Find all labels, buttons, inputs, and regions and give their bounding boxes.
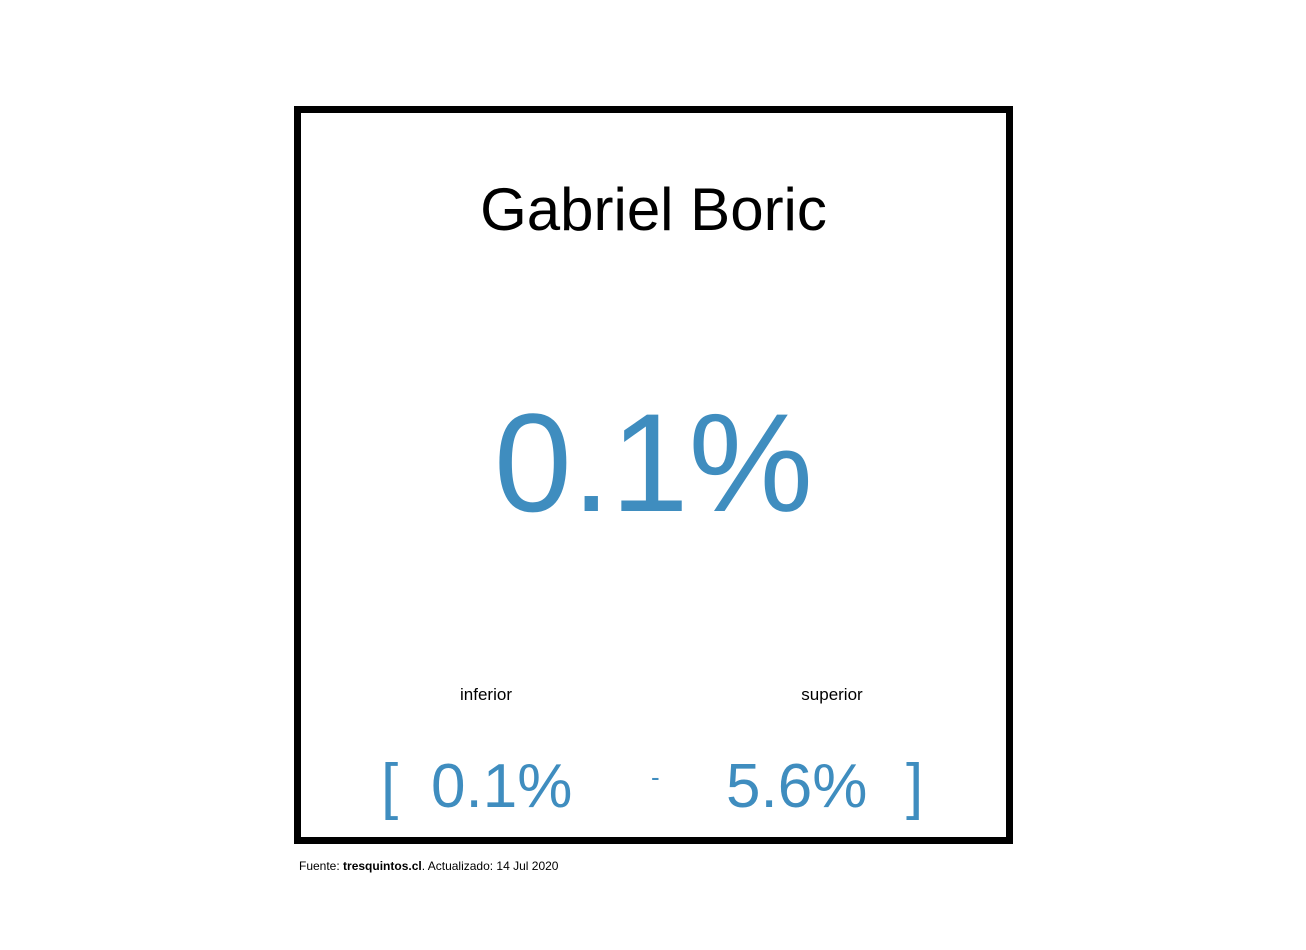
upper-bound-value: 5.6% [726, 752, 868, 821]
range-separator: - [651, 762, 660, 792]
upper-bound-label: superior [801, 685, 863, 704]
updated-text: . Actualizado: 14 Jul 2020 [421, 859, 559, 873]
lower-bound-value: 0.1% [431, 752, 573, 821]
source-name: tresquintos.cl [343, 859, 422, 873]
main-estimate-value: 0.1% [493, 384, 814, 541]
candidate-name: Gabriel Boric [480, 176, 827, 243]
estimate-card: Gabriel Boric 0.1% inferior superior [ 0… [294, 106, 1013, 844]
range-close-bracket: ] [906, 752, 924, 821]
source-prefix: Fuente: [299, 859, 344, 873]
range-open-bracket: [ [381, 752, 399, 821]
lower-bound-label: inferior [460, 685, 512, 704]
source-footer: Fuente: tresquintos.cl. Actualizado: 14 … [299, 858, 558, 874]
